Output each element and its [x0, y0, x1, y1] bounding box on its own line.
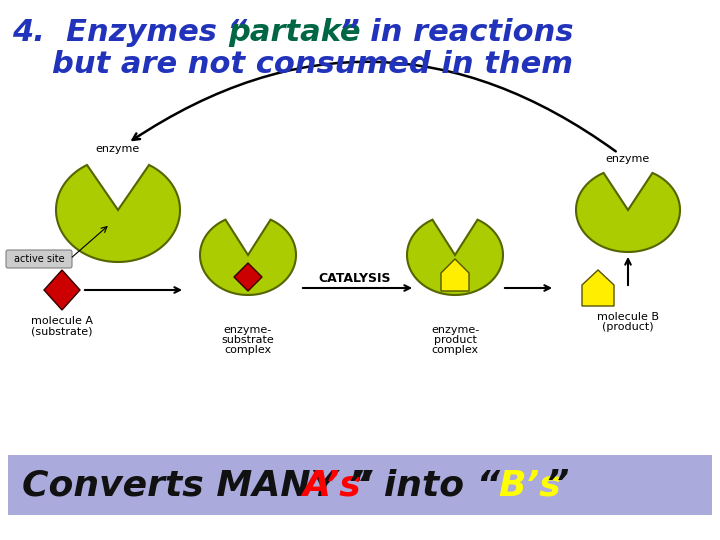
Text: molecule B: molecule B	[597, 312, 659, 322]
Polygon shape	[234, 263, 262, 291]
Text: Converts MANY “: Converts MANY “	[22, 468, 373, 502]
FancyBboxPatch shape	[6, 250, 72, 268]
Text: 4.  Enzymes “: 4. Enzymes “	[12, 18, 247, 47]
Text: (substrate): (substrate)	[31, 326, 93, 336]
Text: product: product	[433, 335, 477, 345]
Text: enzyme: enzyme	[96, 144, 140, 154]
Polygon shape	[441, 259, 469, 291]
Bar	[8, 455, 712, 515]
Text: molecule A: molecule A	[31, 316, 93, 326]
Text: CATALYSIS: CATALYSIS	[319, 272, 391, 285]
Text: ” in reactions: ” in reactions	[340, 18, 574, 47]
Text: but are not consumed in them: but are not consumed in them	[52, 50, 573, 79]
Text: partake: partake	[228, 18, 361, 47]
Text: complex: complex	[225, 345, 271, 355]
Polygon shape	[407, 220, 503, 295]
FancyArrowPatch shape	[132, 62, 616, 151]
Text: ” into “: ” into “	[348, 468, 500, 502]
Polygon shape	[582, 270, 614, 306]
Text: enzyme: enzyme	[606, 154, 650, 164]
Text: active site: active site	[14, 254, 64, 264]
Text: B’s: B’s	[498, 468, 561, 502]
Polygon shape	[200, 220, 296, 295]
Text: enzyme-: enzyme-	[224, 325, 272, 335]
Text: ”: ”	[545, 468, 568, 502]
Text: substrate: substrate	[222, 335, 274, 345]
Text: (product): (product)	[602, 322, 654, 332]
Polygon shape	[44, 270, 80, 310]
Text: A’s: A’s	[302, 468, 361, 502]
Text: enzyme-: enzyme-	[431, 325, 479, 335]
Polygon shape	[56, 165, 180, 262]
Text: complex: complex	[431, 345, 479, 355]
Polygon shape	[576, 173, 680, 252]
